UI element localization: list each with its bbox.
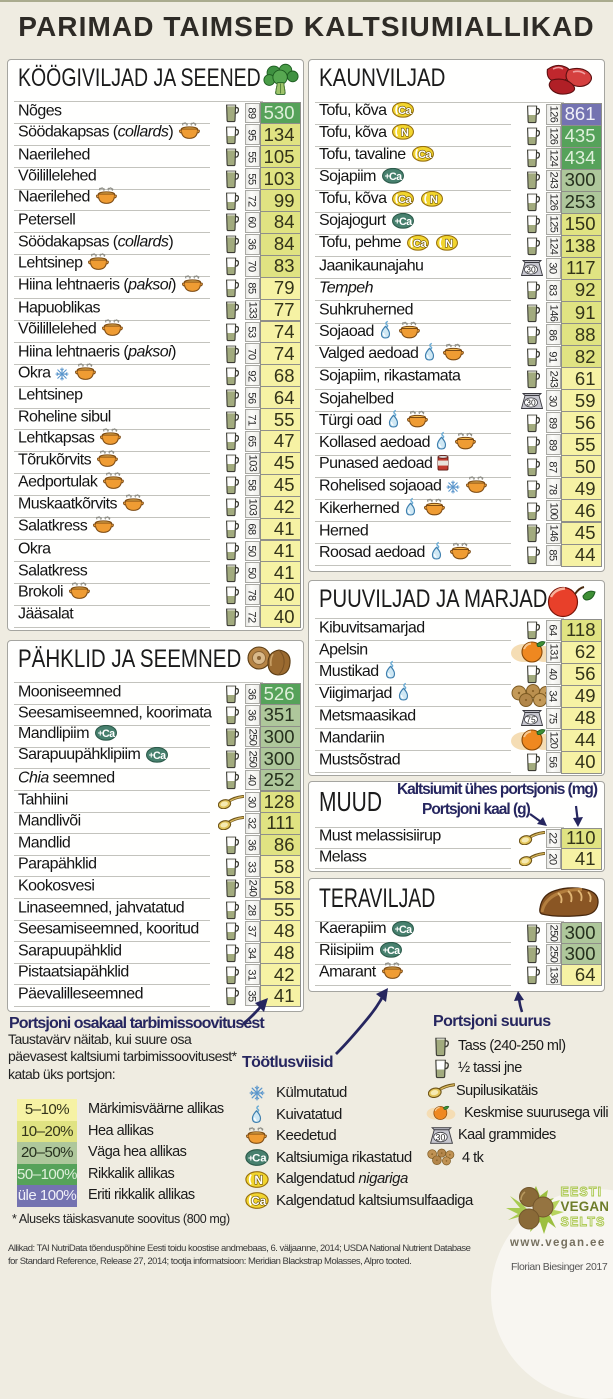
svg-text:SELTS: SELTS xyxy=(560,1214,605,1229)
svg-text:N: N xyxy=(401,127,409,139)
svg-text:Ca: Ca xyxy=(398,193,412,205)
svg-text:Ca: Ca xyxy=(398,105,412,117)
svg-text:30: 30 xyxy=(435,1132,445,1142)
svg-text:30: 30 xyxy=(526,265,536,275)
svg-text:Ca: Ca xyxy=(418,149,432,161)
svg-text:Ca: Ca xyxy=(399,215,412,227)
svg-text:+: + xyxy=(149,750,154,760)
svg-text:Ca: Ca xyxy=(251,1194,267,1208)
svg-text:+: + xyxy=(382,945,387,955)
svg-text:VEGAN: VEGAN xyxy=(560,1199,608,1214)
svg-text:Ca: Ca xyxy=(387,945,400,957)
svg-text:N: N xyxy=(254,1172,263,1186)
svg-text:Ca: Ca xyxy=(413,237,427,249)
svg-text:30: 30 xyxy=(526,397,536,407)
svg-text:75: 75 xyxy=(526,715,536,725)
svg-text:+: + xyxy=(385,172,390,182)
svg-text:N: N xyxy=(445,237,453,249)
svg-text:+: + xyxy=(98,728,103,738)
svg-text:Ca: Ca xyxy=(252,1153,267,1165)
svg-text:+: + xyxy=(248,1153,254,1164)
svg-text:Ca: Ca xyxy=(153,750,166,762)
svg-text:N: N xyxy=(430,193,438,205)
svg-text:Ca: Ca xyxy=(399,924,412,936)
svg-text:+: + xyxy=(394,216,399,226)
svg-text:EESTI: EESTI xyxy=(560,1184,602,1199)
svg-text:Ca: Ca xyxy=(389,171,402,183)
svg-text:Ca: Ca xyxy=(102,728,115,740)
svg-text:+: + xyxy=(395,924,400,934)
